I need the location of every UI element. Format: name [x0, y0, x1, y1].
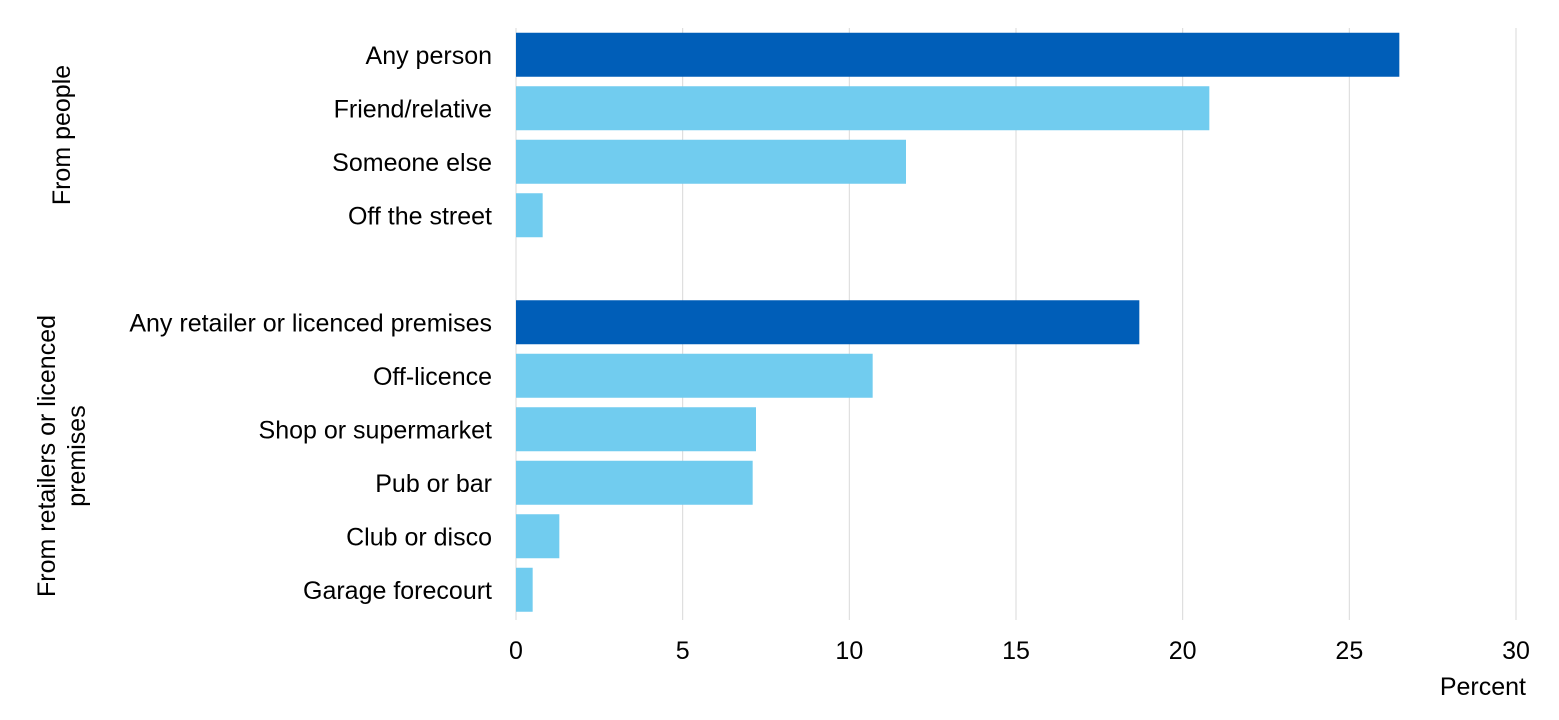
- x-tick-label: 0: [509, 637, 523, 665]
- x-tick-label: 30: [1502, 637, 1530, 665]
- group-label-line: premises: [63, 405, 91, 506]
- bar: [516, 300, 1140, 345]
- category-label: Friend/relative: [334, 95, 492, 123]
- category-label: Any person: [366, 42, 492, 70]
- bar: [516, 193, 543, 238]
- x-tick-label: 15: [1002, 637, 1030, 665]
- category-label: Pub or bar: [375, 470, 492, 498]
- category-label: Off the street: [348, 202, 492, 230]
- x-tick-label: 25: [1335, 637, 1363, 665]
- category-label: Club or disco: [346, 523, 492, 551]
- bar: [516, 353, 873, 398]
- x-tick-label: 10: [835, 637, 863, 665]
- group-labels: From people From retailers or licencedpre…: [33, 65, 91, 597]
- group-label: From retailers or licencedpremises: [33, 315, 91, 597]
- bar: [516, 139, 906, 184]
- bar: [516, 86, 1210, 131]
- bar: [516, 567, 533, 612]
- category-label: Someone else: [332, 149, 492, 177]
- bar: [516, 514, 560, 559]
- x-axis-title: Percent: [1440, 673, 1526, 701]
- category-labels: Any person Friend/relative Someone else Off…: [129, 42, 492, 605]
- bar: [516, 32, 1400, 77]
- x-tick-labels: 0 5 10 15 20 25 30: [509, 637, 1530, 665]
- x-tick-label: 20: [1169, 637, 1197, 665]
- category-label: Garage forecourt: [303, 577, 492, 605]
- bar: [516, 460, 753, 505]
- bars: [516, 32, 1400, 612]
- bar: [516, 407, 756, 452]
- group-label-line: From retailers or licenced: [33, 315, 61, 597]
- category-label: Any retailer or licenced premises: [129, 309, 492, 337]
- group-label-line: From people: [48, 65, 76, 205]
- x-tick-label: 5: [676, 637, 690, 665]
- category-label: Off-licence: [373, 363, 492, 391]
- category-label: Shop or supermarket: [259, 416, 493, 444]
- group-label: From people: [48, 65, 76, 205]
